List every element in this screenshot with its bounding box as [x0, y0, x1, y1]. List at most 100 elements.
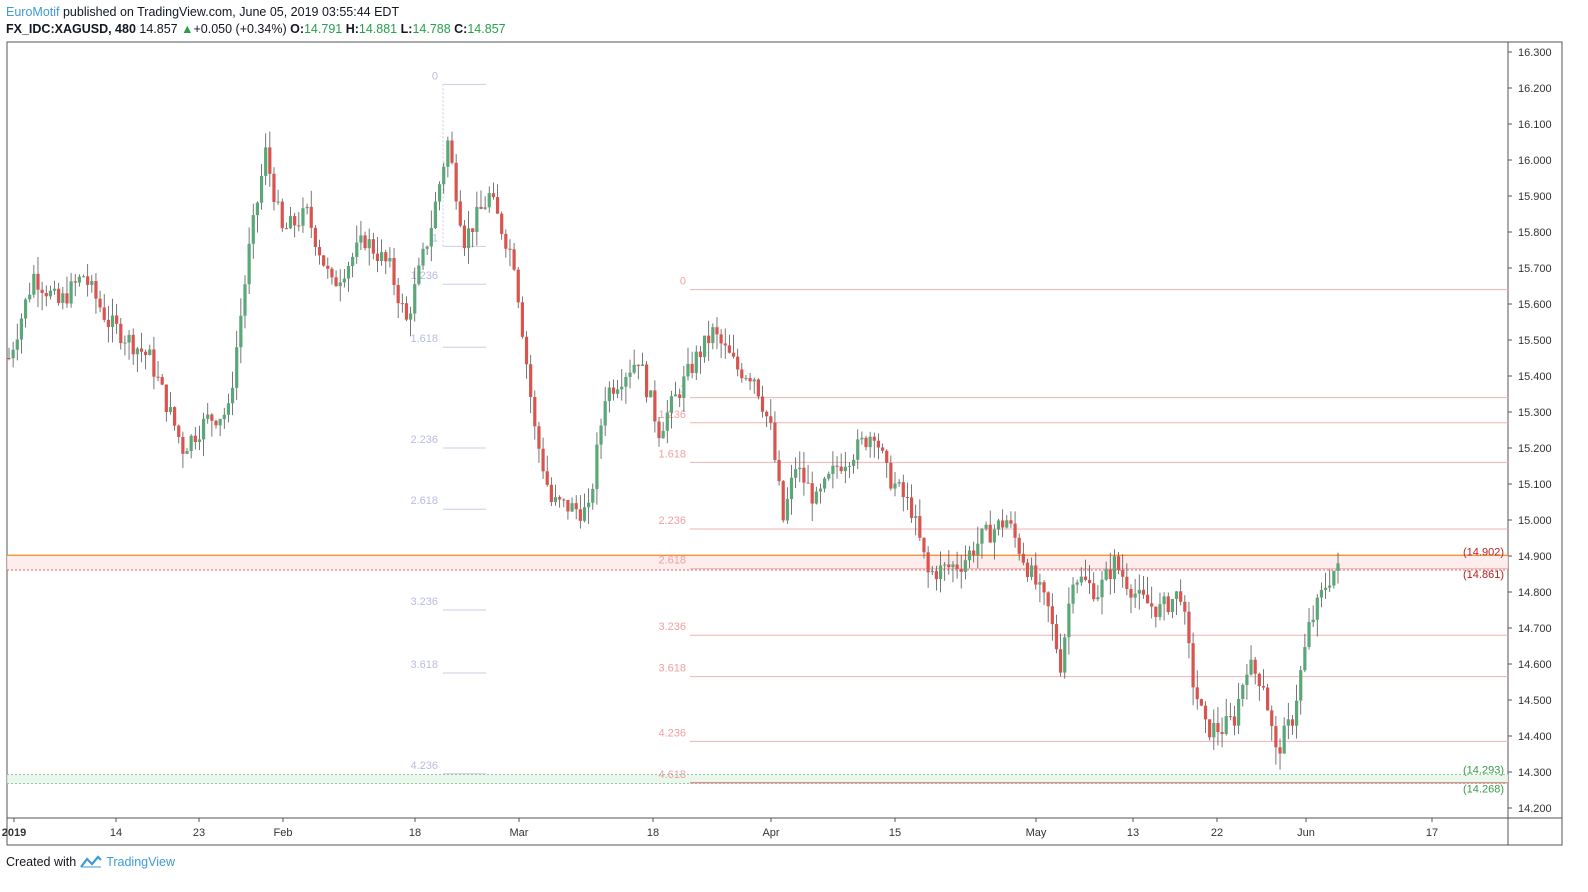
candle-body: [1141, 589, 1146, 595]
candle-body: [77, 276, 81, 283]
candle-body: [417, 265, 421, 285]
candle-body: [131, 334, 135, 355]
candle-body: [222, 414, 226, 420]
candle-body: [15, 339, 19, 350]
candle-body: [396, 285, 400, 304]
candle-body: [794, 469, 798, 478]
author-link[interactable]: EuroMotif: [6, 5, 60, 19]
candle-body: [442, 166, 446, 185]
candle-body: [847, 465, 852, 467]
candle-body: [483, 207, 487, 209]
candle-body: [1249, 659, 1253, 675]
x-tick-label: Feb: [274, 827, 293, 839]
candle-body: [400, 303, 404, 305]
candle-body: [1208, 719, 1212, 738]
fib1-level-label: 0: [432, 70, 438, 82]
candle-body: [214, 420, 218, 426]
x-tick-label: 18: [647, 827, 659, 839]
candle-body: [380, 252, 384, 261]
candle-body: [549, 484, 553, 503]
y-tick-label: 15.000: [1518, 515, 1552, 527]
candle-body: [814, 491, 818, 504]
candle-body: [686, 363, 690, 377]
y-tick-label: 15.700: [1518, 263, 1552, 275]
candle-body: [61, 293, 65, 303]
candle-body: [375, 253, 380, 261]
candle-body: [980, 528, 984, 544]
candle-body: [206, 414, 210, 419]
candle-body: [351, 256, 355, 266]
candle-body: [57, 288, 61, 303]
candle-body: [926, 552, 930, 573]
x-tick-label: 18: [409, 827, 421, 839]
candle-body: [181, 437, 185, 454]
candle-body: [781, 481, 785, 521]
tradingview-brand[interactable]: TradingView: [106, 855, 175, 869]
x-tick-label: May: [1026, 827, 1047, 839]
candle-body: [711, 327, 715, 344]
candle-body: [901, 482, 905, 497]
candle-body: [620, 386, 624, 390]
candle-body: [44, 292, 48, 297]
candle-body: [516, 269, 520, 303]
fib2-level-label: 1.618: [658, 448, 686, 460]
candle-body: [148, 349, 152, 356]
y-tick-label: 14.600: [1518, 659, 1552, 671]
candle-body: [1224, 716, 1228, 734]
candle-body: [330, 268, 334, 278]
candle-body: [644, 364, 649, 398]
candle-body: [640, 364, 645, 366]
candle-body: [943, 564, 947, 566]
candle-body: [1050, 606, 1054, 625]
candle-body: [1216, 722, 1220, 733]
candle-body: [752, 379, 756, 382]
candle-body: [425, 246, 429, 249]
candle-body: [243, 284, 247, 316]
candle-body: [32, 273, 36, 295]
candle-body: [649, 390, 653, 398]
candle-body: [918, 516, 922, 538]
candle-body: [876, 440, 881, 448]
candle-body: [1336, 563, 1340, 571]
candle-body: [632, 364, 636, 373]
candle-body: [773, 422, 777, 460]
candle-body: [1013, 523, 1017, 538]
candle-body: [1162, 596, 1166, 605]
candle-body: [984, 524, 988, 529]
x-tick-label: 15: [889, 827, 901, 839]
low-value: 14.788: [412, 22, 451, 36]
candle-body: [963, 560, 967, 572]
y-tick-label: 14.800: [1518, 587, 1552, 599]
candle-body: [524, 336, 529, 365]
y-tick-label: 15.900: [1518, 191, 1552, 203]
candle-body: [1054, 624, 1059, 650]
candle-body: [760, 396, 765, 412]
candle-body: [210, 414, 214, 421]
candle-body: [40, 289, 44, 293]
candle-body: [371, 239, 375, 254]
candle-body: [673, 394, 678, 397]
candle-body: [1083, 576, 1088, 580]
candle-body: [235, 347, 239, 388]
candle-body: [1042, 582, 1046, 593]
candle-body: [856, 439, 860, 460]
candle-body: [363, 235, 367, 249]
candle-body: [947, 564, 951, 568]
candle-body: [284, 228, 288, 230]
candle-body: [533, 397, 537, 427]
candle-body: [334, 277, 338, 287]
candle-body: [1311, 619, 1315, 623]
candle-body: [1079, 576, 1083, 583]
y-tick-label: 14.200: [1518, 803, 1552, 815]
candle-body: [1170, 598, 1174, 613]
candle-body: [574, 503, 578, 510]
candle-body: [1299, 670, 1303, 701]
candle-body: [1294, 700, 1299, 726]
candle-body: [1021, 553, 1025, 563]
candle-body: [1038, 582, 1042, 585]
candle-body: [1328, 585, 1332, 588]
candle-body: [247, 243, 251, 285]
candle-body: [1001, 520, 1005, 528]
candle-body: [558, 497, 562, 500]
